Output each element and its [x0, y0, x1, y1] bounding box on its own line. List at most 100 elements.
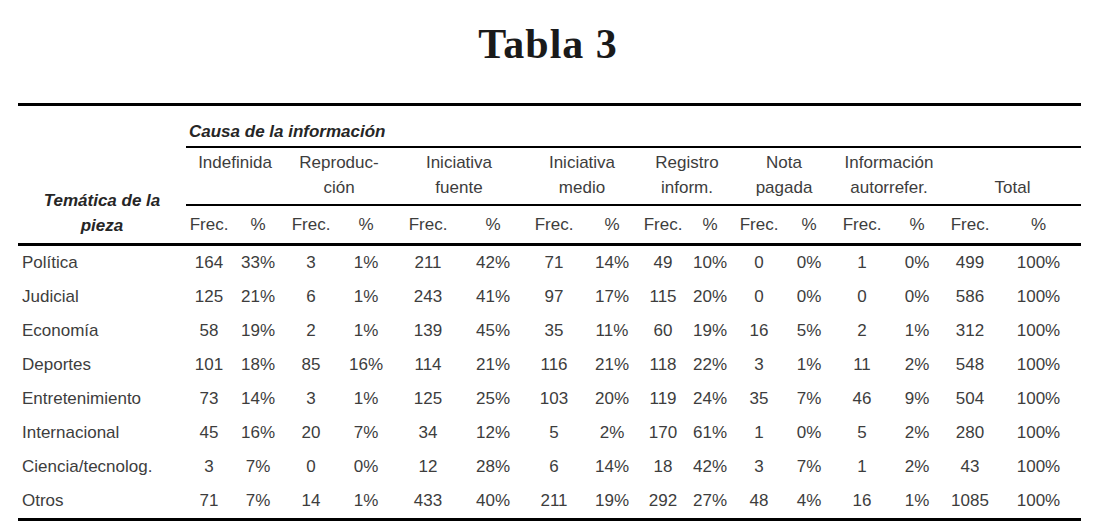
column-group-header: Reproduc-ción — [284, 147, 394, 205]
span-header-cell: Causa de la información — [186, 105, 1081, 148]
data-cell: 2 — [834, 314, 890, 348]
data-cell: 42% — [462, 245, 524, 281]
row-label: Internacional — [18, 416, 186, 450]
table-row: Entretenimiento7314%31%12525%10320%11924… — [18, 382, 1081, 416]
data-cell: 21% — [232, 280, 284, 314]
data-cell: 115 — [640, 280, 686, 314]
data-cell: 0 — [284, 450, 338, 484]
data-cell: 0 — [734, 245, 784, 281]
row-header-cell: Temática de la pieza — [18, 105, 186, 245]
row-label: Entretenimiento — [18, 382, 186, 416]
data-cell: 24% — [686, 382, 734, 416]
data-cell: 71 — [186, 484, 232, 520]
data-cell: 1% — [338, 382, 394, 416]
data-cell: 280 — [944, 416, 996, 450]
data-cell: 499 — [944, 245, 996, 281]
data-cell: 586 — [944, 280, 996, 314]
data-cell: 2% — [890, 450, 944, 484]
data-cell: 5 — [524, 416, 584, 450]
column-group-header-line — [944, 150, 1081, 175]
data-cell: 0% — [890, 245, 944, 281]
data-table: Temática de la pieza Causa de la informa… — [18, 103, 1081, 521]
sub-header-cell: Frec. — [734, 205, 784, 245]
sub-header-cell: % — [996, 205, 1081, 245]
data-cell: 49 — [640, 245, 686, 281]
data-cell: 41% — [462, 280, 524, 314]
row-label: Otros — [18, 484, 186, 520]
row-header-line1: Temática de la — [18, 188, 186, 213]
data-cell: 18 — [640, 450, 686, 484]
data-cell: 0 — [734, 280, 784, 314]
sub-header-cell: % — [686, 205, 734, 245]
data-cell: 118 — [640, 348, 686, 382]
column-group-header: Iniciativafuente — [394, 147, 524, 205]
data-cell: 3 — [284, 245, 338, 281]
data-cell: 85 — [284, 348, 338, 382]
table-title: Tabla 3 — [0, 0, 1096, 96]
data-cell: 312 — [944, 314, 996, 348]
row-label: Economía — [18, 314, 186, 348]
data-cell: 100% — [996, 382, 1081, 416]
data-cell: 33% — [232, 245, 284, 281]
data-cell: 211 — [524, 484, 584, 520]
data-cell: 28% — [462, 450, 524, 484]
column-group-header-line: Registro — [640, 150, 734, 175]
data-cell: 10% — [686, 245, 734, 281]
data-cell: 20 — [284, 416, 338, 450]
sub-header-cell: Frec. — [640, 205, 686, 245]
column-group-header-line: Iniciativa — [524, 150, 640, 175]
row-label: Ciencia/tecnolog. — [18, 450, 186, 484]
table-row: Ciencia/tecnolog.37%00%1228%614%1842%37%… — [18, 450, 1081, 484]
column-group-header-line: Reproduc- — [284, 150, 394, 175]
data-cell: 5% — [784, 314, 834, 348]
data-cell: 21% — [584, 348, 640, 382]
data-cell: 20% — [686, 280, 734, 314]
column-group-header-line: Total — [944, 175, 1081, 200]
data-cell: 0% — [784, 280, 834, 314]
data-cell: 25% — [462, 382, 524, 416]
data-cell: 100% — [996, 245, 1081, 281]
data-cell: 27% — [686, 484, 734, 520]
column-group-header-line: pagada — [734, 175, 834, 200]
table-row: Judicial12521%61%24341%9717%11520%00%00%… — [18, 280, 1081, 314]
data-cell: 0% — [890, 280, 944, 314]
data-cell: 60 — [640, 314, 686, 348]
data-cell: 1 — [834, 245, 890, 281]
data-cell: 3 — [734, 348, 784, 382]
row-label: Política — [18, 245, 186, 281]
data-cell: 16 — [834, 484, 890, 520]
data-cell: 35 — [524, 314, 584, 348]
data-cell: 125 — [394, 382, 462, 416]
data-cell: 1% — [338, 484, 394, 520]
data-cell: 12 — [394, 450, 462, 484]
column-group-header-line: medio — [524, 175, 640, 200]
data-cell: 19% — [584, 484, 640, 520]
data-cell: 504 — [944, 382, 996, 416]
data-cell: 7% — [784, 450, 834, 484]
column-group-header: Indefinida — [186, 147, 284, 205]
data-cell: 100% — [996, 450, 1081, 484]
table-row: Otros717%141%43340%21119%29227%484%161%1… — [18, 484, 1081, 520]
data-cell: 17% — [584, 280, 640, 314]
data-cell: 139 — [394, 314, 462, 348]
data-cell: 18% — [232, 348, 284, 382]
data-cell: 101 — [186, 348, 232, 382]
sub-header-cell: Frec. — [284, 205, 338, 245]
data-cell: 11% — [584, 314, 640, 348]
data-cell: 14% — [584, 245, 640, 281]
data-cell: 42% — [686, 450, 734, 484]
table-row: Política16433%31%21142%7114%4910%00%10%4… — [18, 245, 1081, 281]
data-cell: 43 — [944, 450, 996, 484]
data-cell: 116 — [524, 348, 584, 382]
data-cell: 0 — [834, 280, 890, 314]
column-group-header-line: ción — [284, 175, 394, 200]
data-cell: 0% — [784, 245, 834, 281]
sub-header-cell: Frec. — [944, 205, 996, 245]
data-cell: 6 — [284, 280, 338, 314]
data-cell: 6 — [524, 450, 584, 484]
data-cell: 19% — [686, 314, 734, 348]
data-cell: 1 — [834, 450, 890, 484]
sub-header-cell: % — [232, 205, 284, 245]
data-cell: 14% — [584, 450, 640, 484]
data-cell: 243 — [394, 280, 462, 314]
